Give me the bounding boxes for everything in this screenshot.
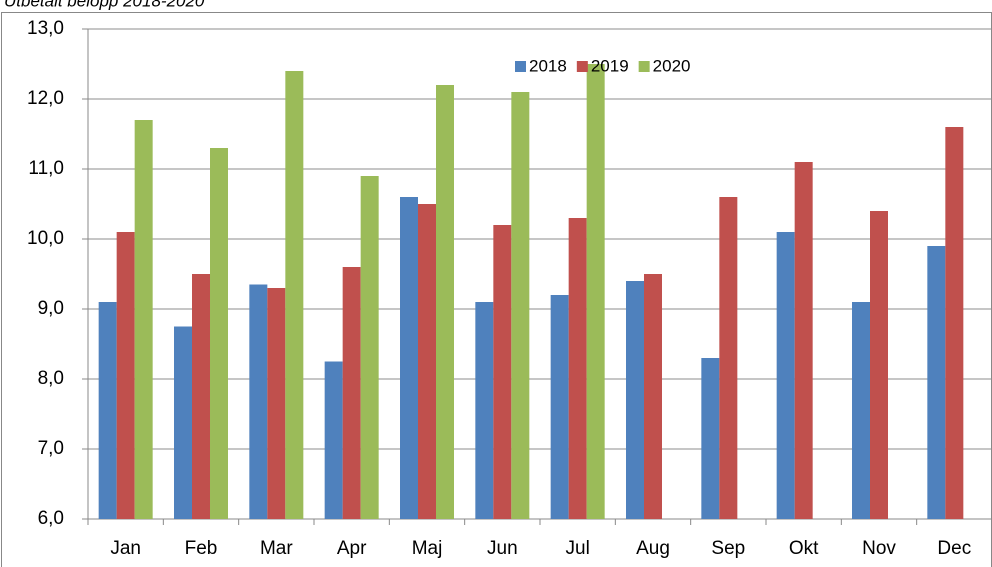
x-tick-label: Apr	[337, 538, 367, 559]
bar	[870, 211, 888, 519]
bar	[134, 120, 153, 519]
legend-swatch	[576, 61, 588, 72]
legend-label: 2018	[529, 56, 567, 75]
bar	[927, 246, 946, 519]
bar	[324, 361, 343, 519]
bar	[475, 302, 494, 519]
y-tick-label: 6,0	[38, 508, 64, 529]
bar	[568, 218, 587, 519]
bar	[210, 148, 228, 519]
bar	[776, 232, 795, 519]
bar	[174, 326, 192, 519]
bar	[400, 197, 418, 519]
bar	[342, 267, 361, 519]
x-tick-label: Nov	[862, 538, 896, 559]
bar	[626, 281, 644, 519]
bar	[644, 274, 662, 519]
x-tick-label: Aug	[636, 538, 670, 559]
bar	[285, 71, 304, 519]
legend-swatch	[515, 61, 526, 72]
bar	[701, 358, 720, 519]
y-tick-label: 10,0	[27, 228, 64, 249]
legend-label: 2020	[653, 56, 691, 75]
x-tick-label: Dec	[937, 538, 971, 559]
y-tick-label: 12,0	[27, 88, 64, 109]
bar	[436, 85, 454, 519]
y-tick-label: 13,0	[27, 18, 64, 39]
bar	[852, 302, 870, 519]
bar	[116, 232, 135, 519]
bar	[550, 295, 569, 519]
x-tick-label: Maj	[412, 538, 443, 559]
y-tick-label: 9,0	[38, 298, 64, 319]
bar	[719, 197, 738, 519]
bar	[586, 64, 605, 519]
x-tick-label: Okt	[789, 538, 819, 559]
bar	[794, 162, 813, 519]
x-tick-label: Jun	[487, 538, 518, 559]
bar	[360, 176, 379, 519]
bar	[418, 204, 436, 519]
chart-title: Utbetalt belopp 2018-2020	[4, 0, 205, 10]
x-tick-label: Mar	[260, 538, 293, 559]
bar	[945, 127, 964, 519]
legend-swatch	[638, 61, 650, 72]
x-tick-label: Jan	[110, 538, 141, 559]
y-tick-label: 8,0	[38, 368, 64, 389]
bar	[267, 288, 286, 519]
legend-label: 2019	[591, 56, 629, 75]
y-tick-label: 11,0	[28, 158, 64, 179]
bar	[192, 274, 210, 519]
bar	[249, 284, 268, 519]
bar	[98, 302, 117, 519]
bar	[493, 225, 512, 519]
y-tick-label: 7,0	[38, 438, 64, 459]
bar	[511, 92, 530, 519]
x-tick-label: Jul	[566, 538, 590, 559]
x-tick-label: Sep	[711, 538, 745, 559]
x-tick-label: Feb	[185, 538, 218, 559]
